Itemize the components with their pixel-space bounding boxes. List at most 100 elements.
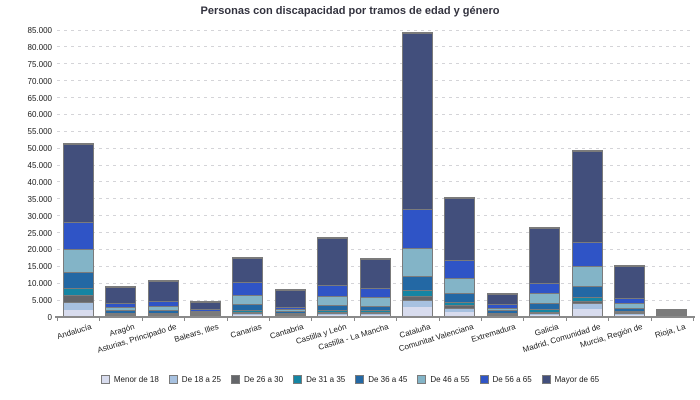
bar-segment [488, 313, 517, 315]
bar-segment [530, 303, 559, 310]
bar-segment [191, 301, 220, 309]
bar-segment [191, 313, 220, 315]
bar-segment [488, 315, 517, 317]
plot-area [57, 29, 693, 317]
y-tick-label: 75.000 [27, 59, 52, 69]
bar-11 [487, 293, 518, 317]
bar-segment [615, 312, 644, 313]
bar-segment [106, 313, 135, 315]
bar-segment [276, 309, 305, 312]
y-tick-label: 35.000 [27, 194, 52, 204]
y-tick-label: 10.000 [27, 279, 52, 289]
x-axis-tick [566, 318, 567, 321]
bar-segment [149, 315, 178, 317]
y-grid-line [57, 46, 693, 48]
bar-segment [233, 258, 262, 282]
bar-segment [276, 289, 305, 307]
bar-2 [105, 286, 136, 317]
bar-segment [615, 313, 644, 315]
bar-segment [657, 313, 686, 314]
legend-label: De 36 a 45 [368, 375, 408, 384]
bar-segment [530, 228, 559, 283]
bar-segment [445, 259, 474, 278]
bar-segment [657, 315, 686, 316]
x-axis-tick [439, 318, 440, 321]
bar-segment [149, 281, 178, 302]
bar-segment [615, 298, 644, 303]
legend-item: De 31 a 35 [293, 375, 345, 384]
chart-title: Personas con discapacidad por tramos de … [200, 5, 500, 17]
bar-segment [445, 277, 474, 294]
bar-segment [276, 314, 305, 316]
bar-segment [191, 312, 220, 314]
bar-segment [191, 308, 220, 311]
bar-segment [488, 307, 517, 311]
bar-segment [191, 315, 220, 317]
bar-segment [64, 221, 93, 250]
bar-segment [361, 313, 390, 316]
bar-segment [361, 312, 390, 314]
bar-segment [445, 312, 474, 317]
legend-label: Menor de 18 [113, 375, 159, 384]
bar-3 [148, 280, 179, 317]
x-axis-tick [184, 318, 185, 321]
bar-segment [106, 303, 135, 307]
y-grid-line [57, 147, 693, 149]
bar-segment [403, 290, 432, 297]
y-grid-line [57, 215, 693, 217]
bar-segment [233, 282, 262, 295]
x-axis-tick [693, 318, 694, 321]
bar-5 [232, 257, 263, 317]
bar-12 [529, 227, 560, 317]
bar-segment [276, 313, 305, 315]
bar-8 [360, 258, 391, 317]
x-axis-line [55, 316, 695, 318]
bar-segment [106, 310, 135, 314]
bar-segment [361, 297, 390, 307]
bar-segment [233, 295, 262, 304]
x-axis-tick [227, 318, 228, 321]
y-tick-label: 40.000 [27, 177, 52, 187]
legend-item: De 56 a 65 [479, 375, 532, 384]
bar-segment [657, 312, 686, 313]
bar-9 [402, 32, 433, 317]
x-axis-tick [481, 318, 482, 321]
bar-segment [403, 276, 432, 291]
bar-segment [276, 311, 305, 314]
legend-item: De 36 a 45 [355, 375, 407, 384]
bar-segment [530, 282, 559, 294]
legend-item: De 26 a 30 [230, 375, 283, 384]
bar-segment [445, 308, 474, 313]
bar-segment [573, 301, 602, 304]
legend-swatch [100, 375, 110, 384]
bar-segment [573, 242, 602, 267]
y-tick-label: 20.000 [27, 245, 52, 255]
legend-item: De 18 a 25 [168, 375, 221, 384]
y-grid-line [57, 198, 693, 200]
y-grid-line [57, 97, 693, 99]
bar-segment [361, 288, 390, 298]
x-axis-tick [523, 318, 524, 321]
bar-segment [615, 303, 644, 308]
bar-segment [530, 313, 559, 316]
bar-segment [318, 238, 347, 285]
y-tick-label: 55.000 [27, 127, 52, 137]
bar-7 [317, 237, 348, 317]
bar-segment [445, 305, 474, 309]
bar-segment [403, 248, 432, 277]
bar-4 [190, 301, 221, 317]
legend-swatch [293, 375, 303, 384]
bar-segment [573, 286, 602, 298]
y-tick-label: 45.000 [27, 161, 52, 171]
y-tick-label: 60.000 [27, 110, 52, 120]
bar-13 [572, 150, 603, 317]
bar-segment [318, 313, 347, 315]
bar-segment [530, 309, 559, 313]
bar-segment [403, 33, 432, 209]
bar-segment [318, 285, 347, 296]
bar-segment [573, 309, 602, 317]
bar-segment [149, 305, 178, 311]
bar-segment [149, 310, 178, 314]
legend-swatch [230, 375, 240, 384]
